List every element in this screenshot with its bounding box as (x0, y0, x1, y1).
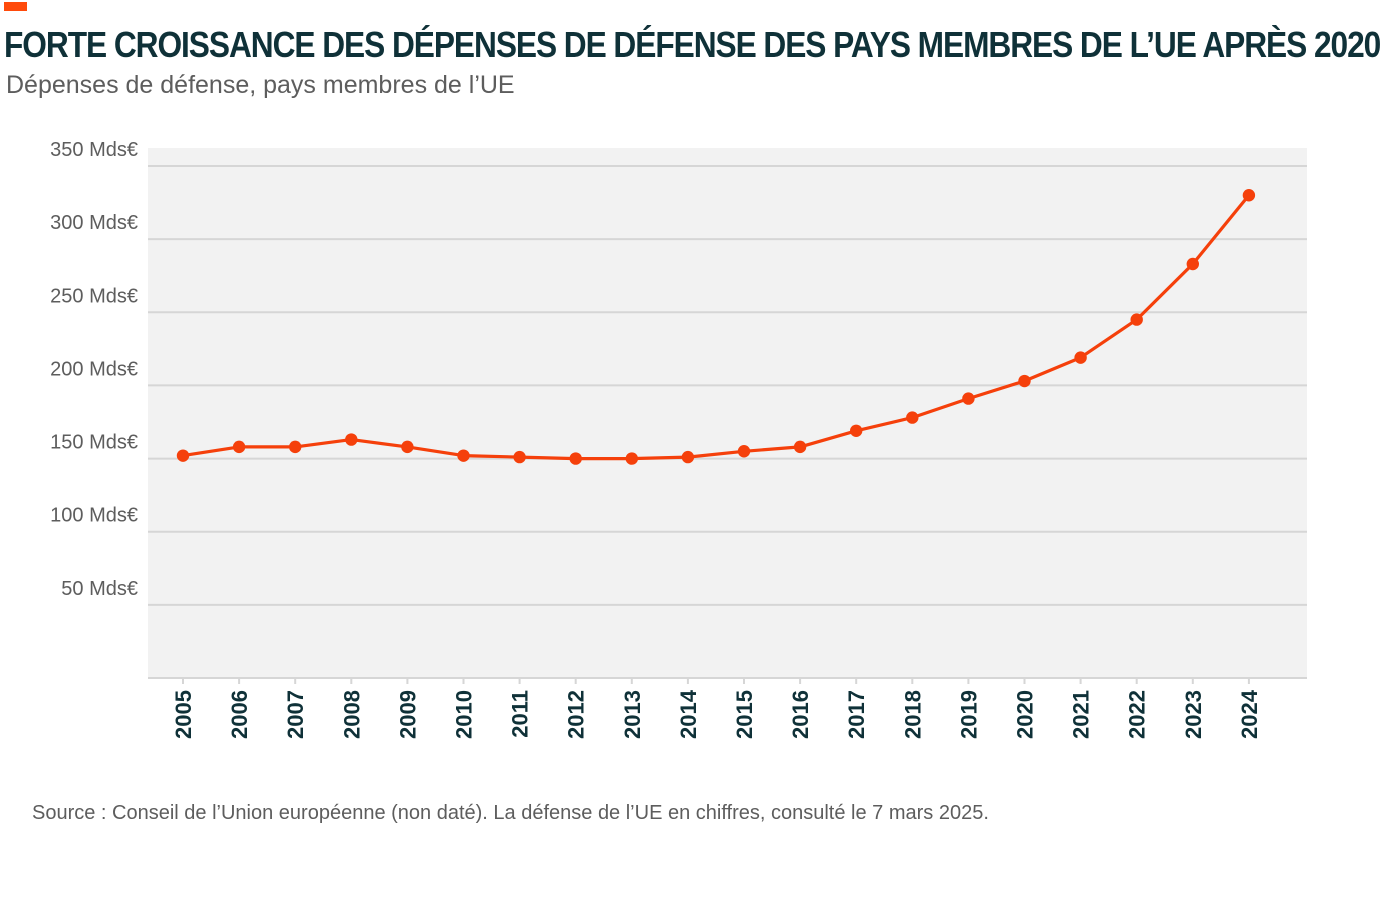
x-tick-label: 2016 (788, 690, 813, 739)
chart-title: FORTE CROISSANCE DES DÉPENSES DE DÉFENSE… (4, 24, 1381, 65)
x-tick-label: 2022 (1125, 690, 1150, 739)
y-tick-label: 300 Mds€ (50, 212, 138, 234)
x-tick-label: 2024 (1237, 689, 1262, 739)
x-axis-tick-labels: 2005 2006 2007 2008 2009 2010 2011 2012 2013 2014… (171, 689, 1262, 739)
x-tick-label: 2015 (732, 690, 757, 739)
y-tick-label: 350 Mds€ (50, 139, 138, 161)
y-tick-label: 150 Mds€ (50, 432, 138, 454)
data-point (232, 440, 246, 454)
data-point (850, 424, 863, 437)
x-tick-label: 2014 (676, 689, 701, 739)
x-tick-label: 2009 (395, 690, 420, 739)
accent-bar (4, 2, 27, 11)
x-tick-label: 2013 (620, 690, 645, 739)
data-point (176, 449, 190, 462)
data-point (1018, 374, 1031, 388)
data-point (793, 440, 807, 454)
source-note: Source : Conseil de l’Union européenne (… (32, 802, 989, 824)
data-point (681, 450, 695, 464)
data-point (625, 452, 638, 465)
x-tick-label: 2010 (452, 690, 477, 739)
x-tick-label: 2011 (508, 690, 533, 738)
chart-subtitle: Dépenses de défense, pays membres de l’U… (6, 71, 515, 99)
data-point (289, 440, 302, 454)
x-tick-label: 2021 (1069, 690, 1094, 739)
y-axis-tick-labels: 50 Mds€ 100 Mds€ 150 Mds€ 200 Mds€ 250 Mds€ 3… (50, 139, 138, 600)
x-tick-label: 2007 (283, 690, 308, 739)
data-point (962, 392, 975, 405)
y-tick-label: 250 Mds€ (50, 285, 138, 307)
data-point (513, 450, 526, 464)
x-axis-tick-marks (182, 678, 1250, 684)
data-point (737, 445, 751, 458)
x-tick-label: 2017 (844, 690, 869, 739)
data-point (569, 452, 582, 465)
x-tick-label: 2008 (339, 690, 364, 739)
data-point (1186, 257, 1200, 271)
line-chart: 50 Mds€ 100 Mds€ 150 Mds€ 200 Mds€ 250 Mds€ 3… (50, 139, 1307, 739)
data-point (401, 440, 414, 454)
x-tick-label: 2019 (956, 690, 981, 739)
y-tick-label: 200 Mds€ (50, 358, 138, 380)
gridlines (148, 165, 1307, 679)
data-point (457, 449, 470, 462)
series-line (181, 193, 1251, 461)
data-point (906, 411, 919, 424)
x-tick-label: 2005 (171, 690, 196, 739)
data-point (345, 433, 358, 446)
x-tick-label: 2018 (900, 690, 925, 739)
plot-area (148, 148, 1307, 678)
data-point (1130, 313, 1143, 326)
x-tick-label: 2020 (1013, 690, 1038, 739)
series-spending (176, 189, 1256, 465)
x-tick-label: 2006 (227, 690, 252, 739)
x-tick-label: 2023 (1181, 690, 1206, 739)
data-point (1242, 189, 1256, 202)
y-tick-label: 100 Mds€ (50, 505, 138, 527)
data-point (1074, 351, 1087, 364)
y-tick-label: 50 Mds€ (61, 578, 138, 600)
x-tick-label: 2012 (564, 690, 589, 739)
